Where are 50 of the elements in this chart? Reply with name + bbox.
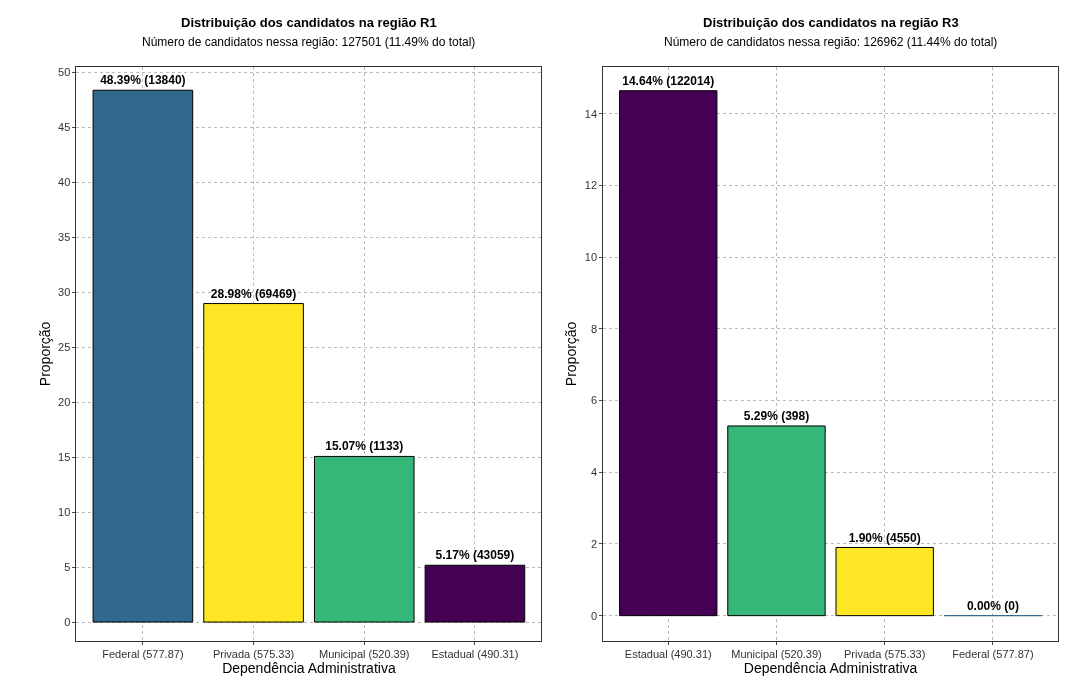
x-tick-label: Municipal (520.39) [731,647,822,660]
y-tick-label: 5 [64,560,71,573]
data-label: 14.64% (122014) [622,73,715,88]
y-tick-label: 10 [58,506,71,519]
bar [203,303,304,623]
data-label: 5.17% (43059) [435,548,515,563]
y-axis-title: Proporção [563,321,580,387]
y-tick-label: 0 [590,609,598,622]
y-tick-label: 14 [584,107,598,120]
chart-title: Distribuição dos candidatos na região R1 [181,15,437,30]
bar [619,90,718,617]
x-tick-label: Federal (577.87) [102,647,184,660]
y-tick-label: 2 [590,537,598,550]
chart-subtitle: Número de candidatos nessa região: 126962 (11.44% do total) [664,35,998,49]
y-tick-label: 40 [58,176,71,189]
data-label: 48.39% (13840) [100,73,186,88]
y-tick-label: 10 [584,250,598,263]
x-tick-label: Privada (575.33) [844,647,926,660]
bar [424,564,526,623]
y-tick-label: 30 [58,286,71,299]
data-label: 5.29% (398) [743,408,810,423]
x-tick-label: Estadual (490.31) [431,647,519,660]
x-axis-title: Dependência Administrativa [743,659,918,676]
x-axis-title: Dependência Administrativa [222,659,396,676]
y-tick-label: 12 [584,179,598,192]
bar [92,89,194,623]
y-tick-label: 45 [58,121,71,134]
data-label: 0.00% (0) [966,598,1019,613]
x-tick-label: Federal (577.87) [952,647,1034,660]
x-tick-label: Estadual (490.31) [624,647,712,660]
y-tick-label: 0 [64,615,71,628]
chart-subtitle: Número de candidatos nessa região: 127501 (11.49% do total) [142,35,476,49]
y-tick-label: 15 [58,451,71,464]
y-axis-title: Proporção [36,321,53,387]
bar [835,547,934,617]
y-tick-label: 4 [590,466,598,479]
y-tick-label: 25 [58,341,71,354]
data-label: 1.90% (4550) [848,530,921,545]
y-tick-label: 50 [58,66,71,79]
y-tick-label: 8 [590,322,598,335]
x-tick-label: Municipal (520.39) [318,647,410,660]
y-tick-label: 35 [58,231,71,244]
chart-title: Distribuição dos candidatos na região R3 [703,15,959,30]
bar [313,455,415,623]
y-tick-label: 20 [58,396,71,409]
x-tick-label: Privada (575.33) [212,647,295,660]
data-label: 15.07% (1133) [325,439,404,454]
bar [727,425,826,617]
y-tick-label: 6 [590,394,598,407]
data-label: 28.98% (69469) [210,286,297,301]
